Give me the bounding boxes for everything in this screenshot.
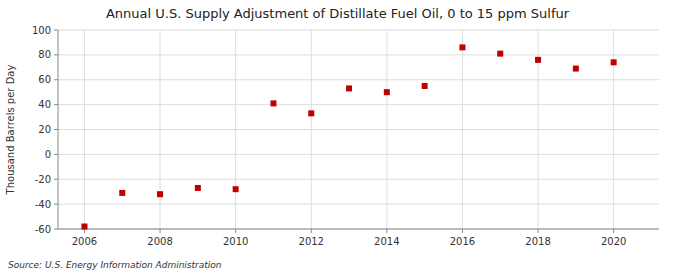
point	[422, 83, 428, 89]
y-grid-line	[58, 104, 659, 105]
y-tick	[54, 179, 58, 180]
point	[195, 185, 201, 191]
point	[384, 89, 390, 95]
x-tick-label: 2016	[450, 236, 475, 247]
x-tick-label: 2006	[72, 236, 97, 247]
x-tick	[311, 229, 312, 233]
y-tick	[54, 79, 58, 80]
y-grid-line	[58, 129, 659, 130]
x-tick	[462, 229, 463, 233]
y-grid-line	[58, 54, 659, 55]
point	[157, 191, 163, 197]
x-axis-line	[58, 229, 659, 230]
point	[308, 110, 314, 116]
y-tick-label: 60	[38, 74, 51, 85]
point	[346, 85, 352, 91]
point	[270, 100, 276, 106]
y-tick-label: -20	[35, 174, 51, 185]
point	[611, 59, 617, 65]
source-note: Source: U.S. Energy Information Administ…	[8, 260, 222, 270]
y-grid-line	[58, 179, 659, 180]
y-tick-label: 80	[38, 49, 51, 60]
chart: Annual U.S. Supply Adjustment of Distill…	[0, 0, 675, 275]
x-tick	[84, 229, 85, 233]
y-tick	[54, 154, 58, 155]
point	[119, 190, 125, 196]
x-tick-label: 2018	[525, 236, 550, 247]
y-tick	[54, 30, 58, 31]
y-tick	[54, 54, 58, 55]
grid	[58, 30, 659, 229]
x-tick-label: 2008	[147, 236, 172, 247]
points	[81, 44, 616, 229]
y-tick	[54, 229, 58, 230]
x-grid-line	[235, 30, 236, 229]
point	[81, 224, 87, 230]
x-grid-line	[386, 30, 387, 229]
x-tick	[538, 229, 539, 233]
title: Annual U.S. Supply Adjustment of Distill…	[106, 6, 570, 21]
x-grid-line	[160, 30, 161, 229]
x-tick-label: 2010	[223, 236, 248, 247]
x-tick	[386, 229, 387, 233]
x-tick-label: 2020	[601, 236, 626, 247]
y-tick	[54, 204, 58, 205]
x-grid-line	[462, 30, 463, 229]
point	[233, 186, 239, 192]
point	[535, 57, 541, 63]
point	[459, 44, 465, 50]
y-grid-line	[58, 79, 659, 80]
x-tick	[160, 229, 161, 233]
y-tick-label: 100	[32, 25, 51, 36]
y-grid-line	[58, 204, 659, 205]
y-grid-line	[58, 30, 659, 31]
x-grid-line	[311, 30, 312, 229]
x-tick	[235, 229, 236, 233]
y-tick-label: 0	[45, 149, 51, 160]
y-tick-label: -40	[35, 199, 51, 210]
y-tick-label: -60	[35, 224, 51, 235]
y-tick	[54, 129, 58, 130]
x-tick-label: 2012	[299, 236, 324, 247]
y-tick-label: 40	[38, 99, 51, 110]
point	[573, 66, 579, 72]
x-tick-label: 2014	[374, 236, 399, 247]
x-tick	[613, 229, 614, 233]
y-tick-label: 20	[38, 124, 51, 135]
y-tick	[54, 104, 58, 105]
x-grid-line	[84, 30, 85, 229]
point	[497, 51, 503, 57]
y-grid-line	[58, 154, 659, 155]
y-axis-label: Thousand Barrels per Day	[5, 65, 16, 196]
y-grid-line	[58, 229, 659, 230]
